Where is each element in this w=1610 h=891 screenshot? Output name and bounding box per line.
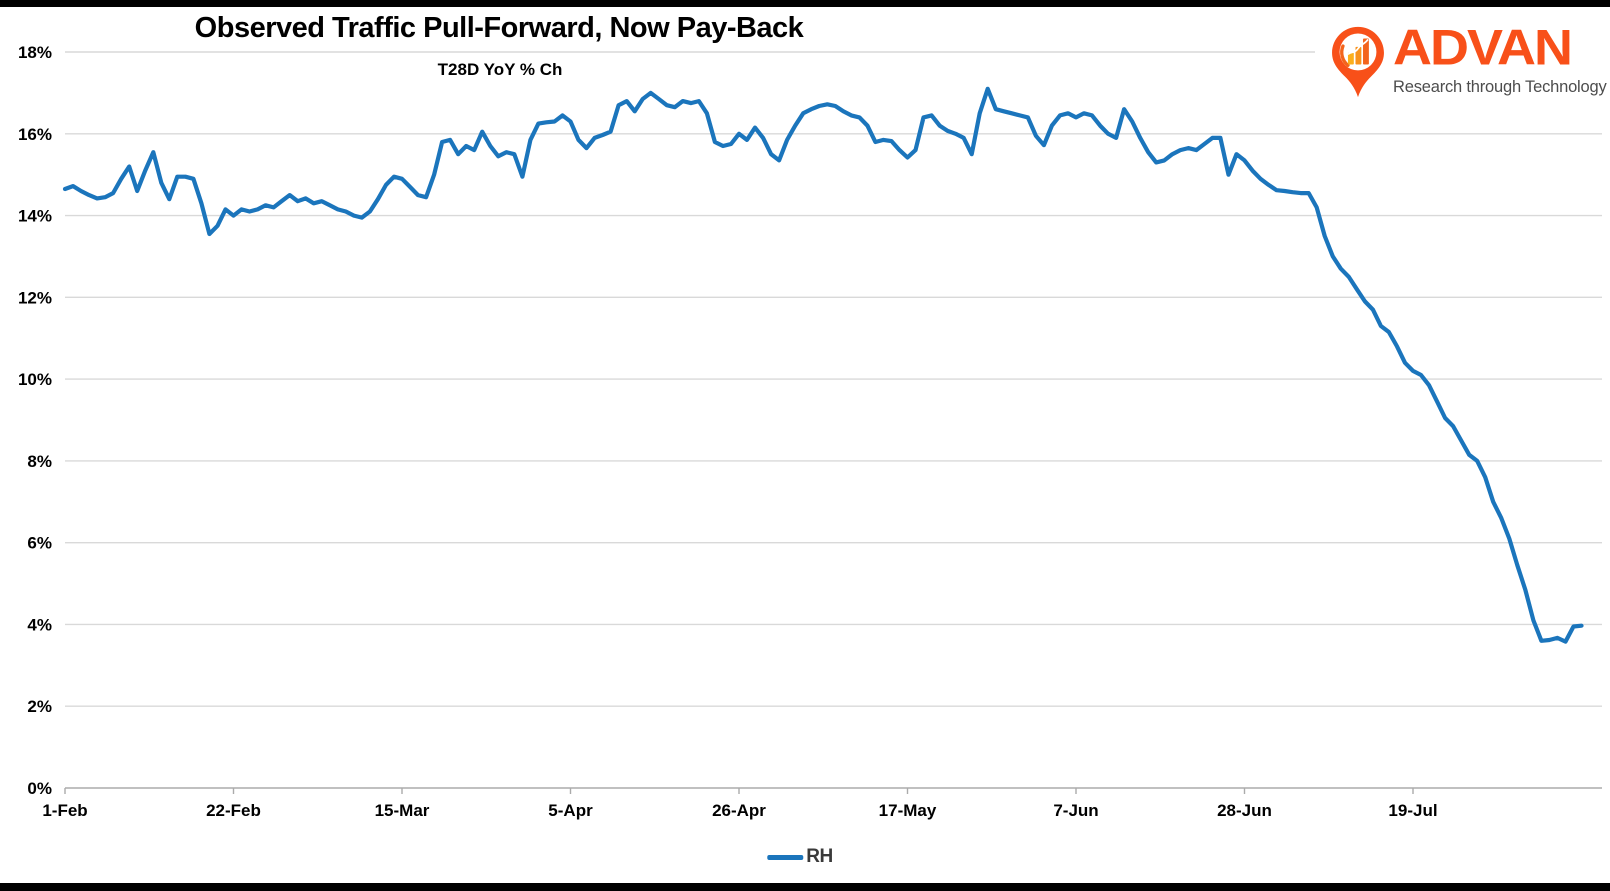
x-axis-label: 1-Feb (42, 801, 87, 820)
advan-brand-name: ADVAN (1393, 20, 1573, 76)
x-axis-label: 22-Feb (206, 801, 261, 820)
y-axis-label: 6% (27, 534, 52, 553)
legend-series-label: RH (806, 846, 833, 867)
rh-series-line (62, 86, 1584, 644)
advan-tagline: Research through Technology (1393, 78, 1607, 96)
y-axis-label: 12% (18, 288, 52, 307)
legend-line-swatch (767, 854, 804, 860)
chart-legend: RH (767, 846, 833, 868)
advan-pin-icon (1332, 26, 1384, 98)
pin-bar-tall (1363, 38, 1369, 65)
pin-bar-medium (1355, 46, 1362, 65)
x-axis-label: 7-Jun (1053, 801, 1098, 820)
bottom-border-bar (0, 883, 1610, 891)
y-axis-label: 2% (27, 697, 52, 716)
y-axis-label: 18% (18, 43, 52, 62)
y-axis-label: 8% (27, 452, 52, 471)
x-axis-label: 17-May (879, 801, 937, 820)
x-axis-label: 15-Mar (375, 801, 430, 820)
y-axis-label: 10% (18, 370, 52, 389)
x-axis-label: 26-Apr (712, 801, 766, 820)
y-axis-label: 14% (18, 207, 52, 226)
x-axis-label: 28-Jun (1217, 801, 1272, 820)
chart-title: Observed Traffic Pull-Forward, Now Pay-B… (194, 12, 804, 44)
y-axis-label: 4% (27, 615, 52, 634)
pin-trend-line (1347, 38, 1369, 56)
pin-swoosh (1340, 44, 1350, 68)
advan-logo-text: ADVAN Research through Technology (1393, 20, 1607, 97)
x-axis-label: 19-Jul (1388, 801, 1437, 820)
x-axis-label: 5-Apr (548, 801, 593, 820)
advan-logo: ADVAN Research through Technology (1315, 13, 1607, 111)
pin-bar-small (1347, 52, 1354, 65)
y-axis-label: 0% (27, 779, 52, 798)
chart-subtitle: T28D YoY % Ch (437, 60, 563, 79)
top-border-bar (0, 0, 1610, 7)
y-axis-label: 16% (18, 125, 52, 144)
